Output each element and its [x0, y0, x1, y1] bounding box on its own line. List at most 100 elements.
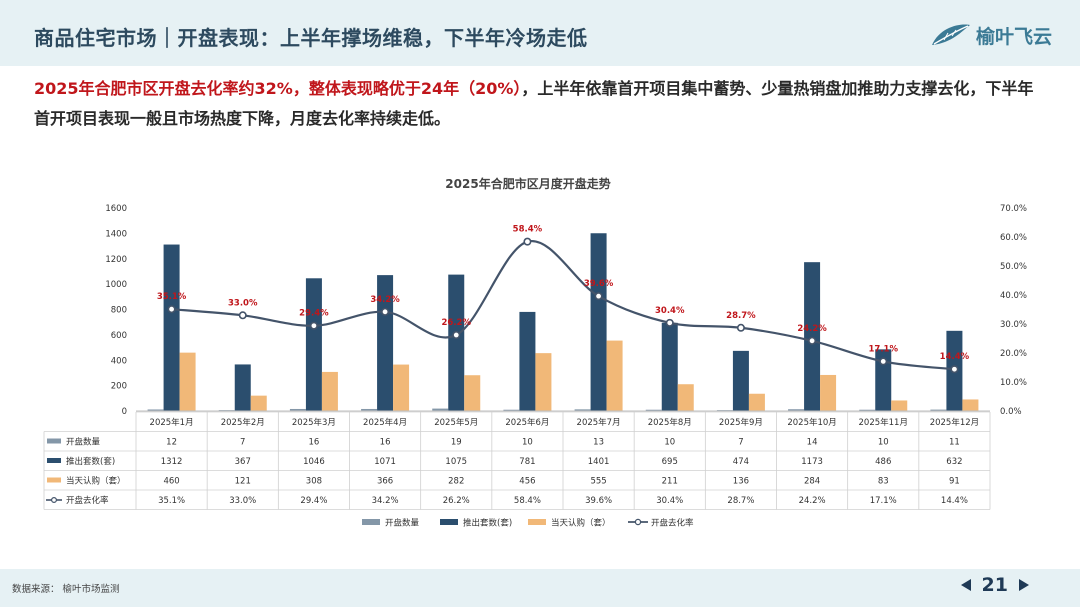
- bar-launched: [305, 278, 322, 411]
- rate-data-label: 24.2%: [797, 324, 827, 334]
- y-right-tick-label: 30.0%: [1000, 320, 1027, 330]
- table-cell: 12: [166, 438, 177, 448]
- rate-point: [879, 357, 888, 366]
- data-source: 数据来源： 榆叶市场监测: [12, 584, 120, 595]
- table-cell: 284: [804, 477, 820, 487]
- table-cell: 13: [593, 438, 604, 448]
- table-cell: 35.1%: [158, 496, 185, 506]
- legend-swatch: [528, 519, 546, 525]
- triangle-right-icon[interactable]: [1018, 578, 1030, 592]
- table-cell: 136: [733, 477, 749, 487]
- table-cell: 695: [662, 457, 678, 467]
- table-cell: 28.7%: [727, 496, 754, 506]
- table-cell: 16: [309, 438, 320, 448]
- table-cell: 367: [235, 457, 251, 467]
- x-tick-label: 2025年1月: [150, 417, 194, 428]
- bar-subscribed: [535, 353, 552, 411]
- y-left-tick-label: 1200: [105, 255, 127, 265]
- bar-opening-count: [147, 409, 164, 411]
- x-tick-label: 2025年7月: [577, 417, 621, 428]
- rate-point: [736, 323, 745, 332]
- table-cell: 14.4%: [941, 496, 968, 506]
- rate-point: [238, 311, 247, 320]
- y-left-tick-label: 1400: [105, 229, 127, 239]
- table-cell: 29.4%: [300, 496, 327, 506]
- bar-opening-count: [645, 409, 662, 411]
- x-tick-label: 2025年12月: [930, 417, 979, 428]
- bar-opening-count: [361, 408, 378, 411]
- rate-data-label: 28.7%: [726, 311, 756, 321]
- y-right-tick-label: 50.0%: [1000, 262, 1027, 272]
- y-left-tick-label: 600: [111, 331, 127, 341]
- bar-subscribed: [820, 374, 837, 411]
- table-cell: 34.2%: [372, 496, 399, 506]
- table-cell: 632: [946, 457, 962, 467]
- table-cell: 282: [448, 477, 464, 487]
- table-cell: 91: [949, 477, 960, 487]
- y-left-tick-label: 800: [111, 306, 127, 316]
- y-left-tick-label: 1000: [105, 280, 127, 290]
- rate-data-label: 39.6%: [584, 279, 614, 289]
- bar-launched: [732, 350, 749, 411]
- table-row-label: 开盘数量: [66, 437, 101, 448]
- bar-subscribed: [250, 395, 267, 411]
- bar-opening-count: [930, 409, 947, 411]
- table-cell: 33.0%: [229, 496, 256, 506]
- table-legend-key: [47, 438, 61, 444]
- x-tick-label: 2025年10月: [787, 417, 836, 428]
- bar-launched: [163, 244, 180, 411]
- table-cell: 555: [590, 477, 606, 487]
- bar-opening-count: [503, 409, 520, 411]
- table-legend-key: [50, 497, 57, 504]
- rate-line: [171, 240, 955, 371]
- bar-launched: [590, 233, 607, 411]
- table-cell: 366: [377, 477, 393, 487]
- bar-subscribed: [464, 375, 481, 411]
- rate-data-label: 30.4%: [655, 306, 685, 316]
- legend-label: 当天认购（套）: [551, 518, 611, 529]
- x-tick-label: 2025年4月: [363, 417, 407, 428]
- summary-text: 2025年合肥市区开盘去化率约32%，整体表现略优于24年（20%），上半年依靠…: [34, 74, 1049, 134]
- rate-point: [808, 336, 817, 345]
- table-cell: 211: [662, 477, 678, 487]
- table-cell: 460: [163, 477, 179, 487]
- y-right-tick-label: 70.0%: [1000, 204, 1027, 214]
- table-cell: 1312: [161, 457, 183, 467]
- table-cell: 16: [380, 438, 391, 448]
- legend-label: 推出套数(套): [463, 518, 512, 529]
- table-cell: 14: [807, 438, 818, 448]
- table-cell: 456: [519, 477, 535, 487]
- rate-point: [523, 237, 532, 246]
- logo-text: 榆叶飞云: [975, 25, 1052, 48]
- y-left-tick-label: 200: [111, 382, 127, 392]
- x-tick-label: 2025年5月: [434, 417, 478, 428]
- rate-data-label: 33.0%: [228, 298, 258, 308]
- bar-launched: [234, 364, 251, 411]
- legend-swatch: [440, 519, 458, 525]
- rate-point: [381, 307, 390, 316]
- footer-bar: 数据来源： 榆叶市场监测 21: [0, 569, 1080, 607]
- bar-launched: [875, 349, 892, 411]
- y-right-tick-label: 0.0%: [1000, 407, 1022, 417]
- bar-launched: [804, 262, 821, 411]
- bar-subscribed: [677, 384, 694, 411]
- rate-point: [665, 318, 674, 327]
- x-tick-label: 2025年11月: [859, 417, 908, 428]
- summary-highlight: 2025年合肥市区开盘去化率约32%，整体表现略优于24年（20%）: [34, 79, 522, 98]
- leaf-icon: [931, 24, 970, 45]
- table-cell: 486: [875, 457, 891, 467]
- rate-data-label: 29.4%: [299, 309, 329, 319]
- table-cell: 58.4%: [514, 496, 541, 506]
- header-bar: 商品住宅市场｜开盘表现：上半年撑场维稳，下半年冷场走低 榆叶飞云: [0, 0, 1080, 66]
- table-cell: 308: [306, 477, 322, 487]
- table-cell: 7: [240, 438, 245, 448]
- y-left-tick-label: 0: [122, 407, 127, 417]
- bar-subscribed: [891, 400, 908, 411]
- bar-subscribed: [748, 393, 765, 411]
- table-cell: 17.1%: [870, 496, 897, 506]
- x-tick-label: 2025年9月: [719, 417, 763, 428]
- table-cell: 781: [519, 457, 535, 467]
- triangle-left-icon[interactable]: [960, 578, 972, 592]
- monthly-opening-chart: 2025年合肥市区月度开盘走势 0 200 400 600 800 1000 1200 1400…: [43, 176, 1027, 529]
- table-cell: 10: [878, 438, 889, 448]
